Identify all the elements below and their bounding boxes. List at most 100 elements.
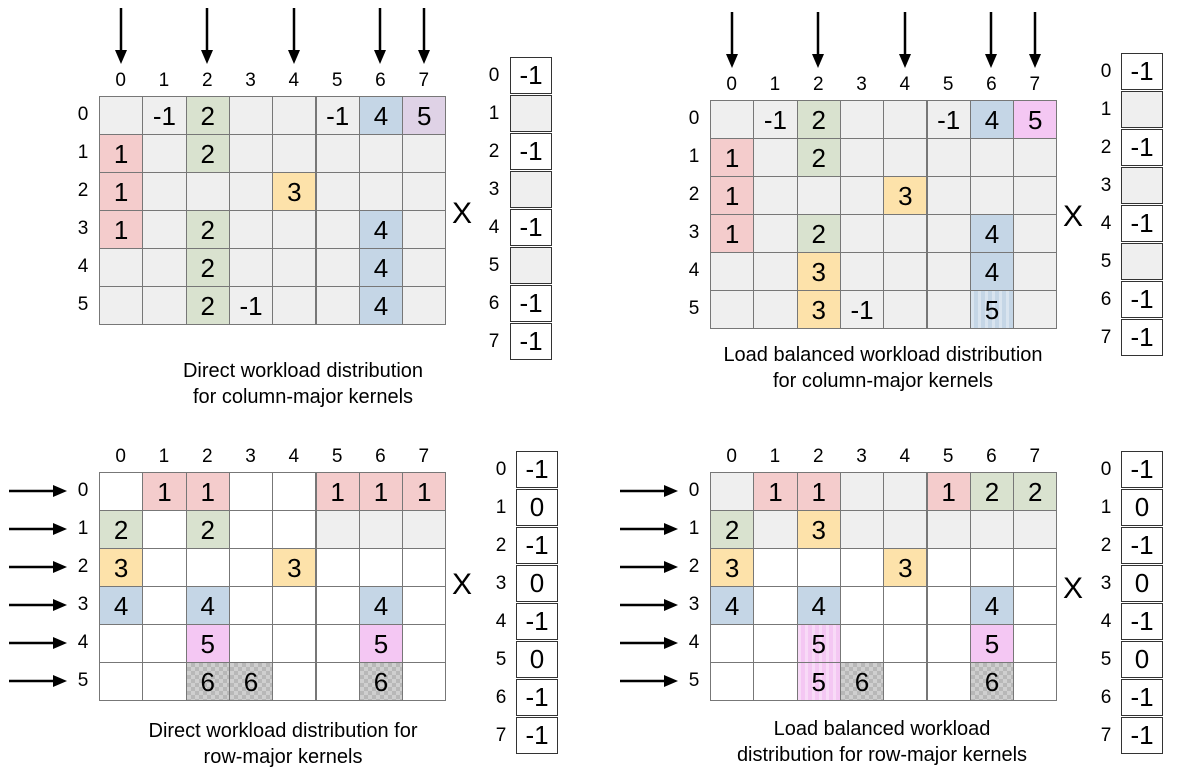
matrix-cell [1013,290,1058,329]
matrix-cell [99,286,144,325]
matrix-cell [1013,586,1058,625]
arrow-icon [9,637,67,649]
matrix-cell [753,662,798,701]
arrow-icon [9,599,67,611]
matrix-cell: 1 [185,472,230,511]
matrix-cell: 4 [358,586,404,625]
matrix-cell: 5 [969,290,1015,329]
column-label: 1 [158,446,170,467]
vector-cell: -1 [510,133,552,170]
matrix-cell [315,662,360,701]
matrix-cell [315,548,360,587]
matrix-cell: 5 [358,624,404,663]
matrix-cell: 1 [926,472,971,511]
matrix-cell [753,176,798,215]
matrix-cell: 2 [185,134,230,173]
arrow-icon [9,523,67,535]
matrix-cell [710,100,755,139]
matrix-cell [142,586,187,625]
multiply-symbol: X [452,568,473,601]
matrix-cell: 6 [969,662,1015,701]
matrix-cell: 2 [796,100,841,139]
matrix-cell: 3 [883,548,928,587]
matrix-cell: 3 [272,172,317,211]
vector-cell: -1 [1121,319,1163,356]
matrix-cell: -1 [753,100,798,139]
matrix-cell: 6 [358,662,404,701]
matrix-cell [1013,176,1058,215]
matrix-cell [228,248,274,287]
vector-index-label: 6 [1100,289,1112,310]
matrix-cell: 2 [99,510,144,549]
matrix-cell: 5 [969,624,1015,663]
matrix-cell: 4 [185,586,230,625]
matrix-cell: -1 [142,96,187,135]
matrix-cell [710,624,755,663]
arrow-icon [725,12,738,68]
matrix-cell [272,662,317,701]
vector-cell: -1 [1121,717,1163,754]
vector-index-label: 1 [495,497,507,518]
vector-cell [510,171,552,208]
matrix-cell: -1 [315,96,360,135]
matrix-cell [753,510,798,549]
matrix-cell [926,662,971,701]
matrix-cell: 2 [185,248,230,287]
matrix-cell [358,548,404,587]
column-label: 0 [726,446,737,467]
arrow-icon [9,485,67,497]
matrix-cell: 2 [969,472,1015,511]
matrix-cell [185,548,230,587]
vector-cell: 0 [1121,489,1163,526]
matrix-cell [315,134,360,173]
matrix-cell: -1 [228,286,274,325]
panel-caption: Direct workload distribution for row-majo… [83,718,483,770]
vector-index-label: 3 [488,179,500,200]
matrix-cell [228,472,274,511]
vector-index-label: 3 [1100,573,1112,594]
matrix-cell [839,586,885,625]
matrix-cell [272,248,317,287]
matrix-cell: 1 [710,176,755,215]
matrix-cell [753,548,798,587]
caption-line: Direct workload distribution [182,360,424,382]
row-label: 2 [77,556,89,577]
matrix-cell [839,138,885,177]
arrow-icon [1028,12,1041,68]
matrix-cell [402,548,447,587]
row-label: 5 [77,294,89,315]
matrix-cell [753,138,798,177]
matrix-cell: 2 [185,510,230,549]
matrix-cell: 4 [99,586,144,625]
matrix-cell: 1 [710,138,755,177]
matrix-cell: 3 [710,548,755,587]
matrix-cell: 1 [315,472,360,511]
row-label: 2 [77,180,89,201]
arrow-icon [201,8,214,64]
column-label: 0 [115,446,126,467]
matrix-cell: 4 [969,586,1015,625]
matrix-cell: 1 [710,214,755,253]
matrix-cell [796,176,841,215]
matrix-cell [839,100,885,139]
matrix-cell [969,510,1015,549]
caption-line: for column-major kernels [772,370,994,392]
row-label: 3 [77,594,89,615]
matrix-cell [753,290,798,329]
matrix-cell: 3 [99,548,144,587]
matrix-cell: 4 [710,586,755,625]
matrix-cell [142,662,187,701]
vector-cell [510,95,552,132]
vector-index-label: 0 [495,459,507,480]
matrix-cell [228,134,274,173]
matrix-cell: 5 [796,624,841,663]
column-label: 2 [812,446,824,467]
column-label: 4 [288,446,300,467]
vector-cell: 0 [516,641,558,678]
matrix-cell [883,290,928,329]
vector-cell: 0 [1121,641,1163,678]
matrix-cell [926,548,971,587]
matrix-cell: 2 [796,214,841,253]
column-label: 3 [856,446,867,467]
matrix-cell [883,214,928,253]
